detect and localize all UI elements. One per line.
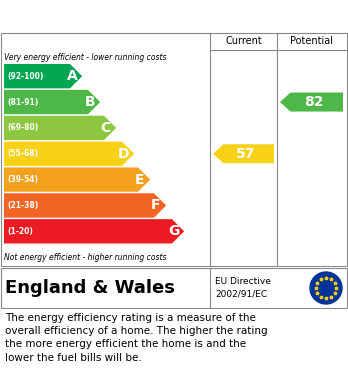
Text: The energy efficiency rating is a measure of the
overall efficiency of a home. T: The energy efficiency rating is a measur… [5, 313, 268, 362]
Polygon shape [4, 219, 184, 244]
Text: A: A [66, 69, 77, 83]
Text: Very energy efficient - lower running costs: Very energy efficient - lower running co… [4, 53, 166, 62]
Text: (69-80): (69-80) [7, 124, 38, 133]
Circle shape [310, 272, 342, 304]
Text: (92-100): (92-100) [7, 72, 44, 81]
Text: Current: Current [225, 36, 262, 46]
Text: C: C [101, 121, 111, 135]
Text: Energy Efficiency Rating: Energy Efficiency Rating [10, 9, 232, 23]
Text: E: E [135, 172, 144, 187]
Text: EU Directive: EU Directive [215, 277, 271, 286]
Polygon shape [4, 142, 134, 166]
Text: (39-54): (39-54) [7, 175, 38, 184]
Polygon shape [4, 116, 116, 140]
Text: F: F [151, 199, 160, 212]
Text: 2002/91/EC: 2002/91/EC [215, 290, 267, 299]
Text: (81-91): (81-91) [7, 97, 38, 106]
Text: England & Wales: England & Wales [5, 279, 175, 297]
Text: D: D [118, 147, 129, 161]
Text: (1-20): (1-20) [7, 227, 33, 236]
Text: B: B [85, 95, 95, 109]
Polygon shape [213, 144, 274, 163]
Text: Potential: Potential [290, 36, 333, 46]
Text: (55-68): (55-68) [7, 149, 38, 158]
Polygon shape [4, 64, 82, 88]
Polygon shape [4, 90, 100, 114]
Text: G: G [168, 224, 180, 239]
Polygon shape [4, 193, 166, 218]
Polygon shape [4, 167, 150, 192]
Text: (21-38): (21-38) [7, 201, 38, 210]
Polygon shape [280, 93, 343, 111]
Text: 57: 57 [236, 147, 255, 161]
Text: 82: 82 [304, 95, 323, 109]
Text: Not energy efficient - higher running costs: Not energy efficient - higher running co… [4, 253, 166, 262]
